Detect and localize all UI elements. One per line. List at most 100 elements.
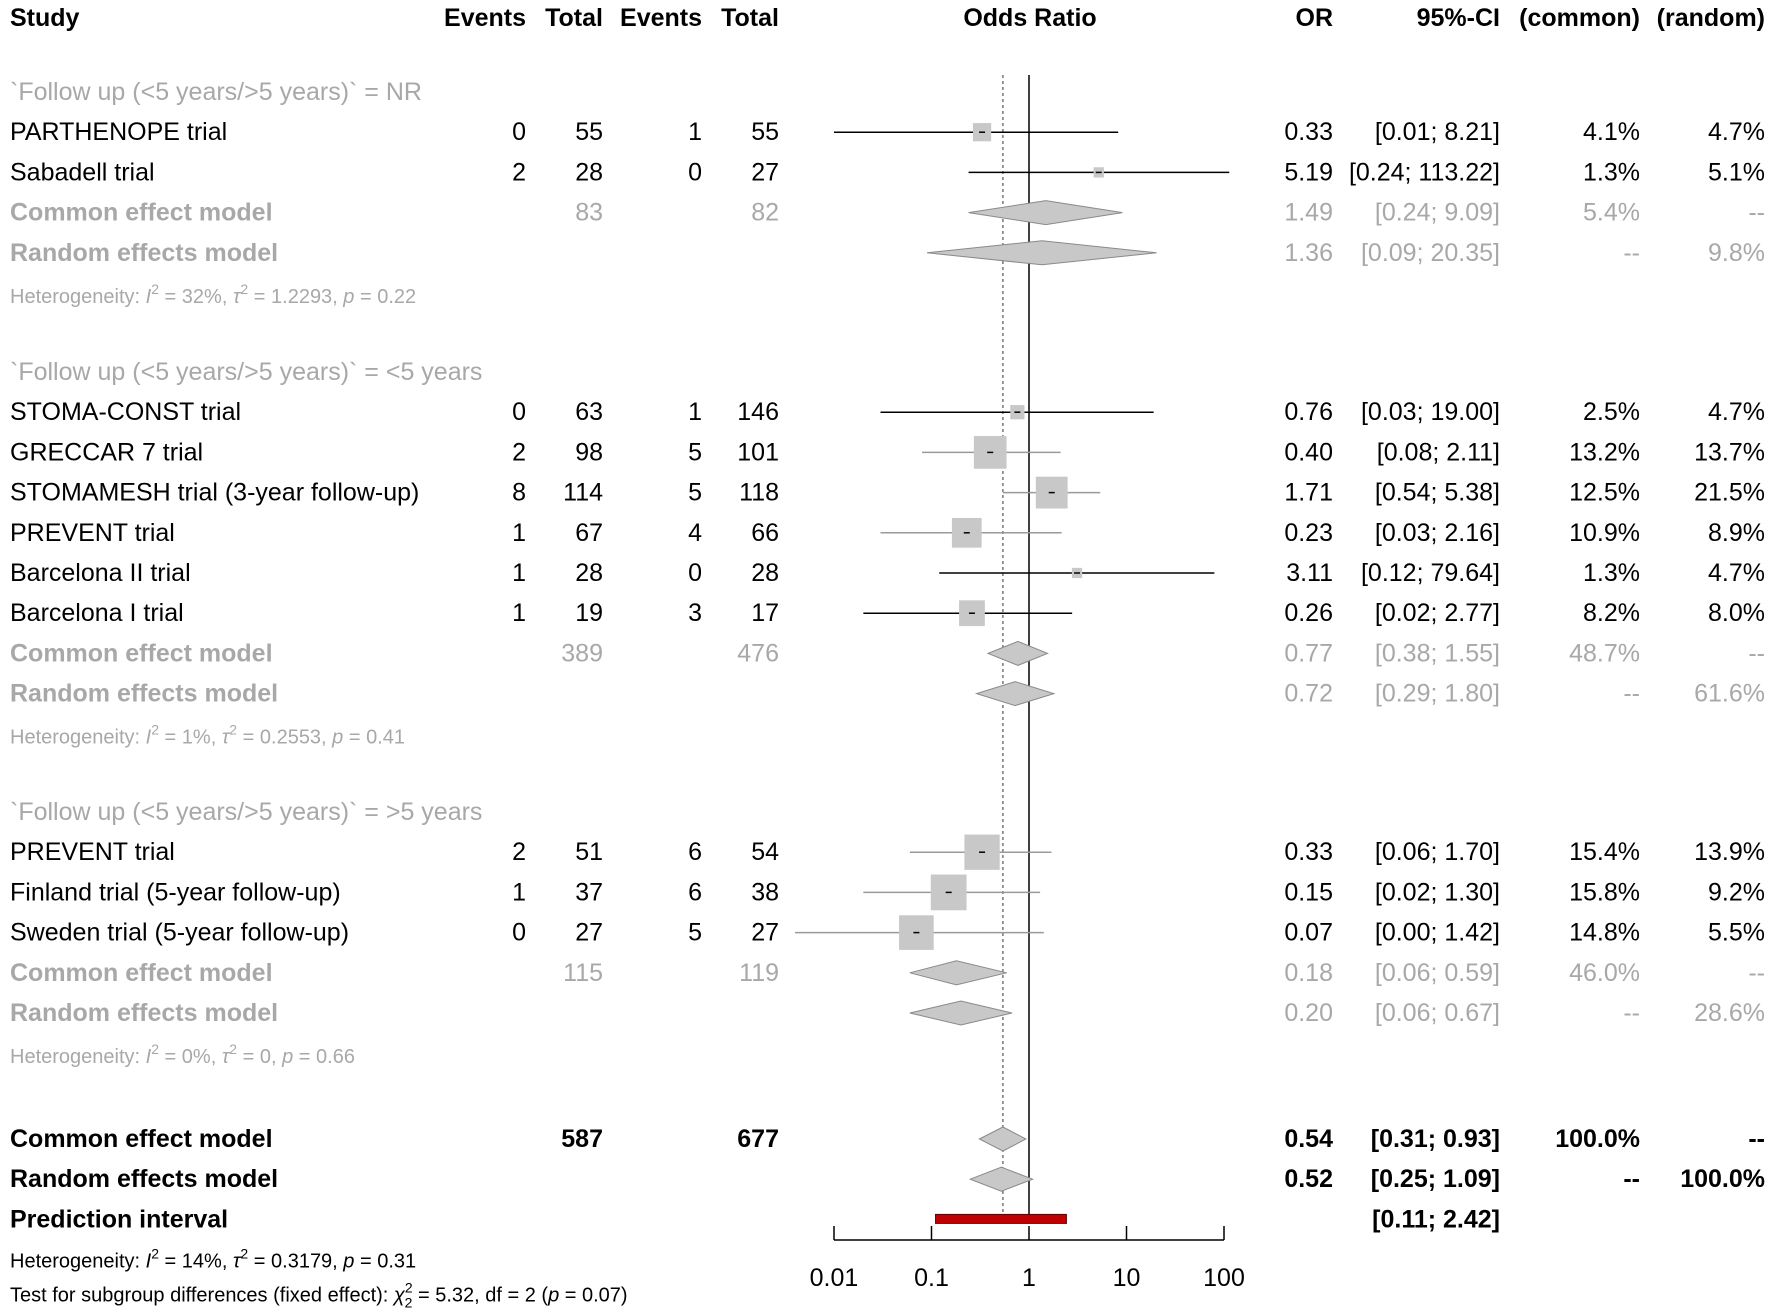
weight-common-cell: -- (1623, 239, 1640, 267)
or-cell: 0.72 (1284, 680, 1333, 708)
heterogeneity-part: Heterogeneity: (10, 727, 146, 749)
total-ctl-cell: 17 (751, 599, 779, 627)
subgroup-label: `Follow up (<5 years/>5 years)` = NR (10, 78, 422, 106)
heterogeneity-part: = 0.41 (343, 727, 405, 749)
study-name: Barcelona II trial (10, 559, 191, 587)
total-ctl-cell: 677 (737, 1125, 779, 1153)
or-cell: 0.77 (1284, 639, 1333, 667)
total-ctl-cell: 118 (739, 479, 779, 507)
common-effect-diamond (909, 960, 1007, 986)
events-exp-cell: 2 (512, 438, 526, 466)
x-tick-label: 100 (1203, 1264, 1245, 1292)
or-cell: 0.20 (1284, 999, 1333, 1027)
weight-random-cell: 8.9% (1708, 519, 1765, 547)
weight-common-cell: 46.0% (1569, 959, 1640, 987)
heterogeneity-part: Heterogeneity: (10, 1250, 146, 1272)
random-effects-diamond (926, 240, 1157, 266)
events-exp-cell: 2 (512, 158, 526, 186)
total-ctl-cell: 28 (751, 559, 779, 587)
heterogeneity-part: = 0.3179, (248, 1250, 343, 1272)
heterogeneity-part: = 0.66 (293, 1046, 355, 1068)
study-name: PREVENT trial (10, 838, 175, 866)
header-ci: 95%-CI (1417, 4, 1500, 32)
overall-common-label: Common effect model (10, 1125, 273, 1153)
total-exp-cell: 115 (563, 959, 603, 987)
heterogeneity-text: Heterogeneity: I2 = 14%, τ2 = 0.3179, p … (10, 1245, 416, 1272)
or-cell: 3.11 (1286, 559, 1333, 587)
heterogeneity-part: p (331, 727, 343, 749)
common-effect-diamond (986, 640, 1049, 666)
weight-random-cell: -- (1748, 1125, 1765, 1153)
events-ctl-cell: 1 (688, 118, 702, 146)
common-effect-diamond (968, 200, 1123, 226)
total-ctl-cell: 55 (751, 118, 779, 146)
weight-common-cell: 2.5% (1583, 398, 1640, 426)
heterogeneity-part: I (146, 727, 152, 749)
events-exp-cell: 2 (512, 838, 526, 866)
subgroup-test-text: Test for subgroup differences (fixed eff… (10, 1279, 628, 1310)
events-exp-cell: 0 (512, 919, 526, 947)
heterogeneity-part: I (146, 1046, 152, 1068)
heterogeneity-part: = 0.22 (354, 286, 416, 308)
weight-random-cell: 13.9% (1694, 838, 1765, 866)
weight-common-cell: 8.2% (1583, 599, 1640, 627)
heterogeneity-part: Heterogeneity: (10, 286, 146, 308)
random-effects-diamond (974, 681, 1056, 707)
total-ctl-cell: 119 (739, 959, 779, 987)
common-effect-row: 83 82 1.49 [0.24; 9.09] 5.4% -- (575, 199, 1765, 227)
or-cell: 0.33 (1284, 118, 1333, 146)
subgroup-test-part: χ (392, 1284, 406, 1306)
heterogeneity-part: = 14%, (159, 1250, 233, 1272)
header-events-exp: Events (444, 4, 526, 32)
subscript-df: 2 (405, 1294, 413, 1310)
header-events-ctl: Events (620, 4, 702, 32)
ci-cell: [0.00; 1.42] (1375, 919, 1500, 947)
weight-common-cell: -- (1623, 1165, 1640, 1193)
heterogeneity-part: I (146, 1250, 152, 1272)
weight-common-cell: 15.4% (1569, 838, 1640, 866)
total-exp-cell: 67 (575, 519, 603, 547)
random-effects-diamond (909, 1000, 1013, 1026)
column-headers: Study Events Total Events Total Odds Rat… (10, 4, 1765, 32)
weight-common-cell: -- (1623, 999, 1640, 1027)
total-exp-cell: 19 (575, 599, 603, 627)
ci-cell: [0.06; 0.67] (1375, 999, 1500, 1027)
common-effect-row: 115 119 0.18 [0.06; 0.59] 46.0% -- (563, 959, 1765, 987)
weight-common-cell: -- (1623, 680, 1640, 708)
study-row: 1 37 6 38 0.15 [0.02; 1.30] 15.8% 9.2% (512, 878, 1765, 906)
events-ctl-cell: 6 (688, 878, 702, 906)
header-weight-common: (common) (1519, 4, 1640, 32)
weight-common-cell: 14.8% (1569, 919, 1640, 947)
heterogeneity-part: I (146, 286, 152, 308)
subgroup-test-part: Test for subgroup differences (fixed eff… (10, 1284, 394, 1306)
study-name: GRECCAR 7 trial (10, 438, 203, 466)
random-effects-row: 1.36 [0.09; 20.35] -- 9.8% (1284, 239, 1765, 267)
total-exp-cell: 587 (561, 1125, 603, 1153)
events-exp-cell: 1 (512, 599, 526, 627)
x-tick-label: 0.01 (810, 1264, 859, 1292)
heterogeneity-part: p (342, 1250, 354, 1272)
overall-random-diamond (968, 1166, 1035, 1192)
header-odds-ratio: Odds Ratio (963, 4, 1096, 32)
study-name: STOMA-CONST trial (10, 398, 241, 426)
study-name: Finland trial (5-year follow-up) (10, 878, 341, 906)
superscript-2: 2 (151, 722, 159, 738)
prediction-interval-label: Prediction interval (10, 1205, 228, 1233)
study-name: PARTHENOPE trial (10, 118, 227, 146)
study-row: 2 51 6 54 0.33 [0.06; 1.70] 15.4% 13.9% (512, 838, 1765, 866)
study-row: 2 28 0 27 5.19 [0.24; 113.22] 1.3% 5.1% (512, 158, 1765, 186)
random-effects-label: Random effects model (10, 999, 278, 1027)
header-weight-random: (random) (1657, 4, 1765, 32)
superscript-2: 2 (405, 1279, 413, 1295)
header-total-exp: Total (545, 4, 603, 32)
header-or: OR (1296, 4, 1334, 32)
overall-random-label: Random effects model (10, 1165, 278, 1193)
events-ctl-cell: 5 (688, 479, 702, 507)
ci-cell: [0.31; 0.93] (1371, 1125, 1500, 1153)
study-row: 0 27 5 27 0.07 [0.00; 1.42] 14.8% 5.5% (512, 919, 1765, 947)
heterogeneity-text: Heterogeneity: I2 = 0%, τ2 = 0, p = 0.66 (10, 1041, 355, 1068)
events-exp-cell: 1 (512, 519, 526, 547)
weight-common-cell: 100.0% (1555, 1125, 1640, 1153)
events-exp-cell: 0 (512, 398, 526, 426)
ci-cell: [0.06; 0.59] (1375, 959, 1500, 987)
